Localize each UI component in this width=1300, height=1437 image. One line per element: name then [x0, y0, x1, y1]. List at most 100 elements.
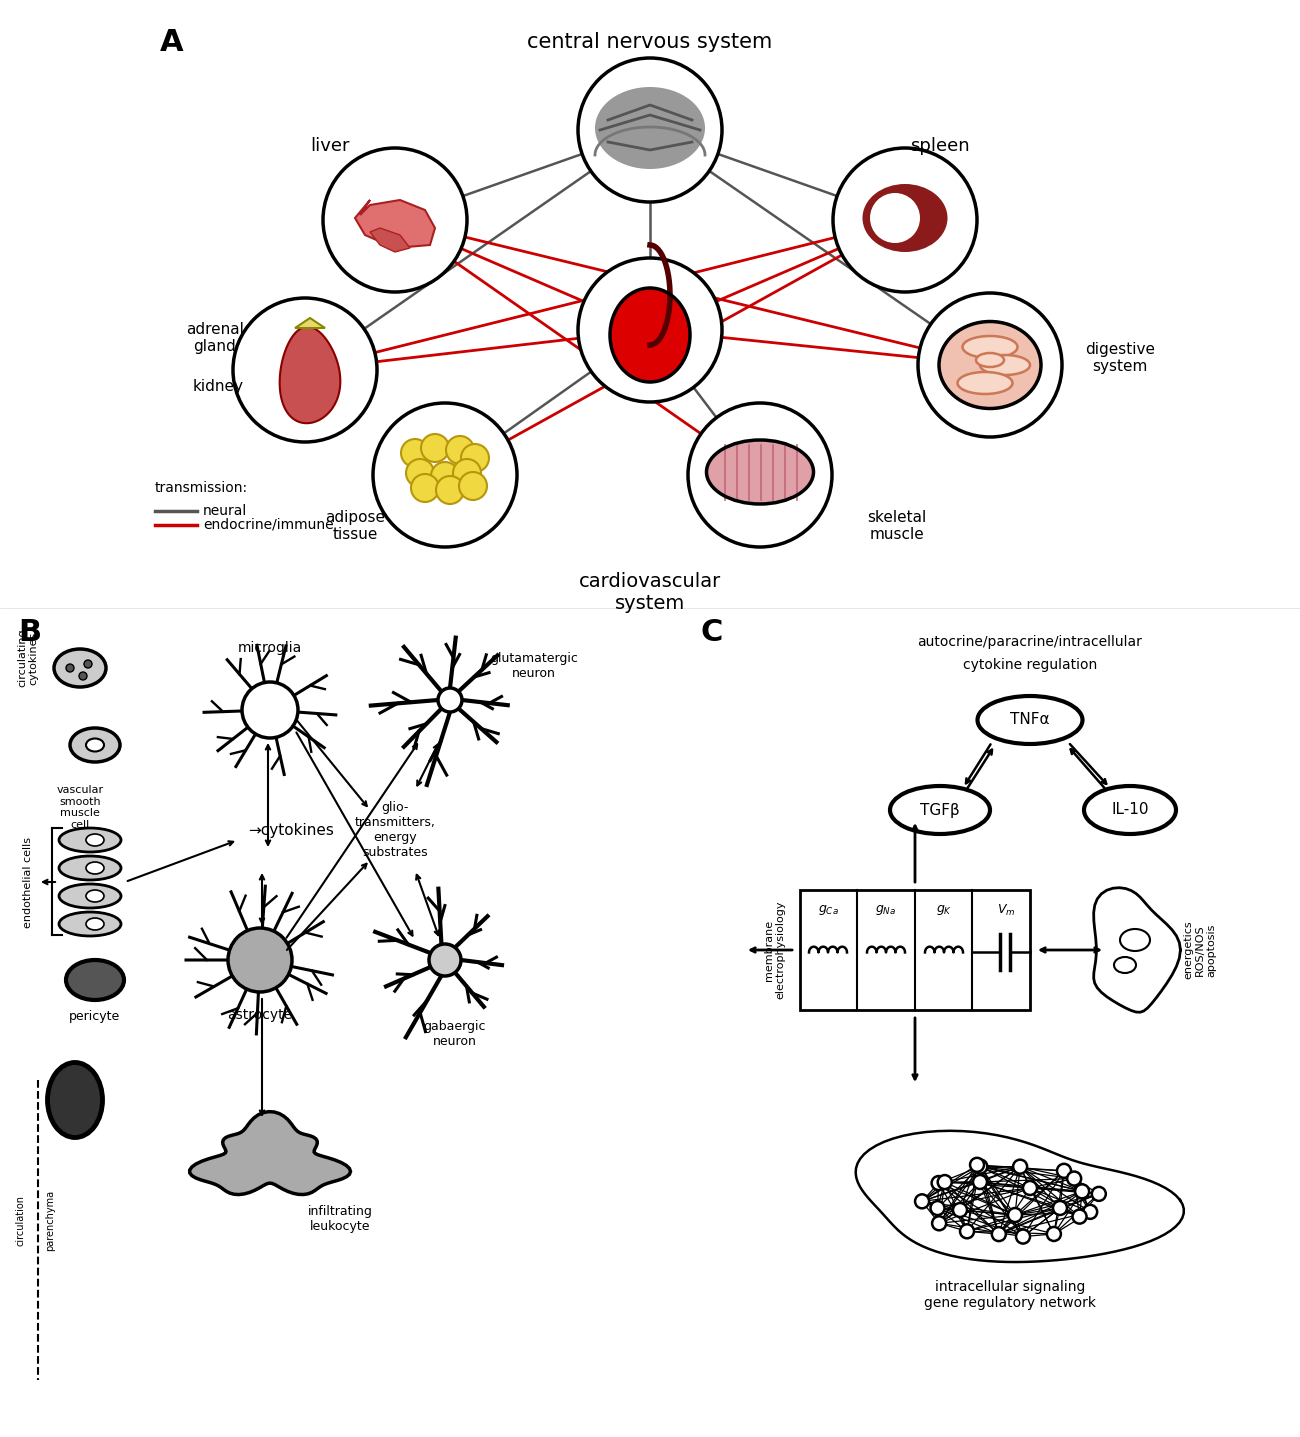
Ellipse shape	[66, 960, 124, 1000]
Circle shape	[918, 293, 1062, 437]
Circle shape	[578, 57, 722, 203]
Text: B: B	[18, 618, 42, 647]
Text: autocrine/paracrine/intracellular: autocrine/paracrine/intracellular	[918, 635, 1143, 650]
Circle shape	[937, 1175, 952, 1188]
Text: infiltrating
leukocyte: infiltrating leukocyte	[308, 1206, 372, 1233]
Circle shape	[406, 458, 434, 487]
Text: transmission:: transmission:	[155, 481, 248, 494]
Text: cytokine regulation: cytokine regulation	[963, 658, 1097, 673]
Text: parenchyma: parenchyma	[46, 1190, 55, 1250]
Ellipse shape	[862, 184, 948, 251]
Circle shape	[833, 148, 978, 292]
Circle shape	[66, 664, 74, 673]
Text: cardiovascular
system: cardiovascular system	[578, 572, 722, 614]
Text: kidney: kidney	[192, 379, 243, 395]
Circle shape	[931, 1201, 945, 1216]
Circle shape	[446, 435, 474, 464]
Circle shape	[992, 1227, 1006, 1242]
Circle shape	[1057, 1164, 1071, 1178]
Circle shape	[1072, 1210, 1087, 1224]
Circle shape	[373, 402, 517, 547]
Ellipse shape	[86, 918, 104, 930]
Text: digestive
system: digestive system	[1086, 342, 1154, 374]
Circle shape	[688, 402, 832, 547]
Ellipse shape	[58, 828, 121, 852]
Text: energetics
ROS/NOS
apoptosis: energetics ROS/NOS apoptosis	[1183, 921, 1217, 979]
Ellipse shape	[611, 289, 689, 381]
Circle shape	[953, 1203, 967, 1217]
Ellipse shape	[86, 739, 104, 752]
Text: endocrine/immune: endocrine/immune	[203, 517, 334, 532]
Circle shape	[421, 434, 448, 463]
Text: glutamatergic
neuron: glutamatergic neuron	[490, 652, 578, 680]
Ellipse shape	[958, 372, 1013, 394]
Text: →cytokines: →cytokines	[248, 822, 334, 838]
Ellipse shape	[58, 884, 121, 908]
Ellipse shape	[48, 1062, 103, 1138]
Polygon shape	[355, 200, 436, 249]
Text: membrane
electrophysiology: membrane electrophysiology	[764, 901, 785, 999]
Ellipse shape	[242, 683, 298, 739]
Circle shape	[1023, 1181, 1037, 1196]
Circle shape	[974, 1160, 987, 1174]
Circle shape	[411, 474, 439, 502]
Circle shape	[932, 1175, 945, 1190]
Text: IL-10: IL-10	[1112, 802, 1149, 818]
Circle shape	[970, 1158, 984, 1171]
Polygon shape	[295, 318, 325, 328]
Ellipse shape	[962, 336, 1018, 358]
Text: astrocyte: astrocyte	[227, 1007, 292, 1022]
Ellipse shape	[55, 650, 107, 687]
Ellipse shape	[86, 833, 104, 846]
Text: C: C	[699, 618, 723, 647]
Circle shape	[429, 944, 461, 976]
Circle shape	[1083, 1204, 1097, 1219]
Ellipse shape	[86, 862, 104, 874]
Circle shape	[932, 1216, 946, 1230]
Circle shape	[400, 438, 429, 467]
Text: $V_{m}$: $V_{m}$	[997, 902, 1015, 918]
Circle shape	[459, 471, 488, 500]
Text: central nervous system: central nervous system	[528, 32, 772, 52]
Ellipse shape	[1084, 786, 1177, 833]
Text: skeletal
muscle: skeletal muscle	[867, 510, 926, 542]
Text: $g_{Na}$: $g_{Na}$	[875, 902, 897, 917]
Ellipse shape	[980, 355, 1030, 375]
Text: microglia: microglia	[238, 641, 302, 655]
Circle shape	[462, 444, 489, 471]
Circle shape	[915, 1194, 930, 1209]
Text: adipose
tissue: adipose tissue	[325, 510, 385, 542]
Circle shape	[972, 1175, 987, 1188]
Text: circulation: circulation	[16, 1194, 25, 1246]
Text: endothelial cells: endothelial cells	[23, 836, 32, 927]
Ellipse shape	[940, 322, 1040, 408]
Text: liver: liver	[311, 137, 350, 155]
Circle shape	[432, 463, 459, 490]
Circle shape	[1008, 1209, 1022, 1221]
Ellipse shape	[227, 928, 292, 992]
Circle shape	[452, 458, 481, 487]
Text: gabaergic
neuron: gabaergic neuron	[424, 1020, 486, 1048]
Text: adrenal
gland: adrenal gland	[186, 322, 244, 354]
Ellipse shape	[707, 441, 812, 503]
Text: intracellular signaling
gene regulatory network: intracellular signaling gene regulatory …	[924, 1280, 1096, 1311]
Text: circulating
cytokines: circulating cytokines	[17, 629, 39, 687]
Text: TGFβ: TGFβ	[920, 802, 959, 818]
Circle shape	[1075, 1184, 1089, 1198]
Text: A: A	[160, 27, 183, 57]
Ellipse shape	[891, 786, 991, 833]
Ellipse shape	[976, 354, 1004, 366]
Circle shape	[1013, 1160, 1027, 1174]
Ellipse shape	[595, 88, 705, 170]
Ellipse shape	[86, 890, 104, 902]
Text: vascular
smooth
muscle
cell: vascular smooth muscle cell	[56, 785, 104, 829]
Ellipse shape	[870, 193, 920, 243]
Circle shape	[438, 688, 462, 711]
Text: $g_{Ca}$: $g_{Ca}$	[818, 902, 839, 917]
Ellipse shape	[978, 696, 1083, 744]
Circle shape	[959, 1224, 974, 1239]
Circle shape	[233, 297, 377, 443]
Circle shape	[79, 673, 87, 680]
Circle shape	[322, 148, 467, 292]
Circle shape	[1053, 1201, 1067, 1216]
